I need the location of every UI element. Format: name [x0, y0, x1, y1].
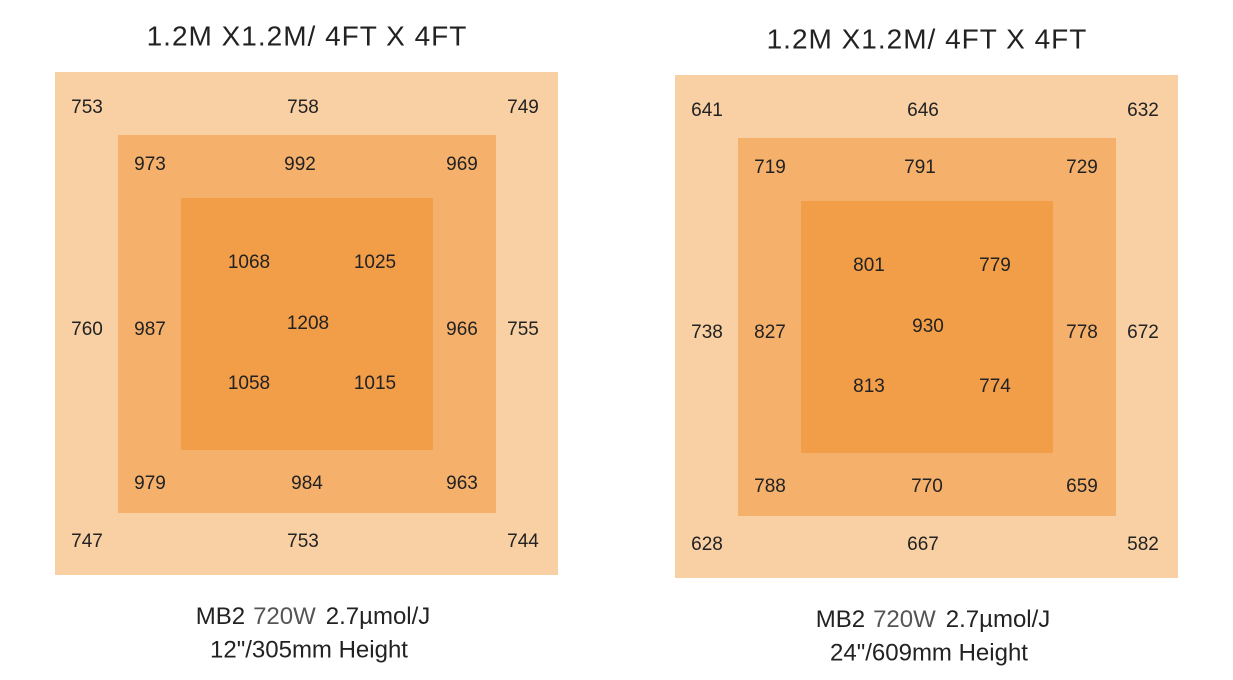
caption-line: MB2 720W 2.7µmol/J [196, 603, 431, 630]
ppfd-value: 646 [907, 100, 939, 121]
ppfd-value: 1068 [228, 252, 270, 273]
ppfd-value: 753 [71, 97, 103, 118]
ppfd-value: 966 [446, 319, 478, 340]
panel-title: 1.2M X1.2M/ 4FT X 4FT [767, 23, 1088, 54]
ppfd-value: 788 [754, 476, 786, 497]
power: 720W [253, 603, 316, 630]
ppfd-value: 778 [1066, 322, 1098, 343]
ppfd-value: 747 [71, 531, 103, 552]
ppfd-value: 753 [287, 531, 319, 552]
caption-line: MB2 720W 2.7µmol/J [816, 606, 1051, 633]
ppfd-value: 1058 [228, 373, 270, 394]
ppfd-value: 667 [907, 534, 939, 555]
ppfd-value: 738 [691, 322, 723, 343]
ppfd-value: 984 [291, 473, 323, 494]
ppfd-value: 987 [134, 319, 166, 340]
caption-height: 12"/305mm Height [210, 636, 408, 663]
ppfd-value: 801 [853, 255, 885, 276]
ppfd-value: 628 [691, 534, 723, 555]
ppfd-value: 760 [71, 319, 103, 340]
ppfd-value: 774 [979, 376, 1011, 397]
model: MB2 [816, 606, 865, 633]
ppfd-value: 979 [134, 473, 166, 494]
power: 720W [873, 606, 936, 633]
efficiency: 2.7µmol/J [326, 603, 431, 630]
inner-zone [181, 198, 433, 450]
ppfd-value: 813 [853, 376, 885, 397]
ppfd-value: 744 [507, 531, 539, 552]
ppfd-value: 1025 [354, 252, 396, 273]
inner-zone [801, 201, 1053, 453]
ppfd-value: 969 [446, 154, 478, 175]
ppfd-value: 992 [284, 154, 316, 175]
ppfd-value: 827 [754, 322, 786, 343]
ppfd-value: 755 [507, 319, 539, 340]
ppfd-value: 729 [1066, 157, 1098, 178]
ppfd-value: 641 [691, 100, 723, 121]
ppfd-value: 582 [1127, 534, 1159, 555]
ppfd-value: 973 [134, 154, 166, 175]
ppfd-value: 659 [1066, 476, 1098, 497]
ppfd-value: 719 [754, 157, 786, 178]
ppfd-value: 791 [904, 157, 936, 178]
ppfd-value: 770 [911, 476, 943, 497]
ppfd-value: 779 [979, 255, 1011, 276]
ppfd-value: 749 [507, 97, 539, 118]
caption-height: 24"/609mm Height [830, 639, 1028, 666]
ppfd-value: 963 [446, 473, 478, 494]
panel-title: 1.2M X1.2M/ 4FT X 4FT [147, 20, 468, 51]
ppfd-value: 1015 [354, 373, 396, 394]
ppfd-value: 672 [1127, 322, 1159, 343]
ppfd-center: 930 [912, 316, 944, 337]
ppfd-center: 1208 [287, 313, 329, 334]
efficiency: 2.7µmol/J [946, 606, 1051, 633]
ppfd-value: 758 [287, 97, 319, 118]
ppfd-value: 632 [1127, 100, 1159, 121]
model: MB2 [196, 603, 245, 630]
